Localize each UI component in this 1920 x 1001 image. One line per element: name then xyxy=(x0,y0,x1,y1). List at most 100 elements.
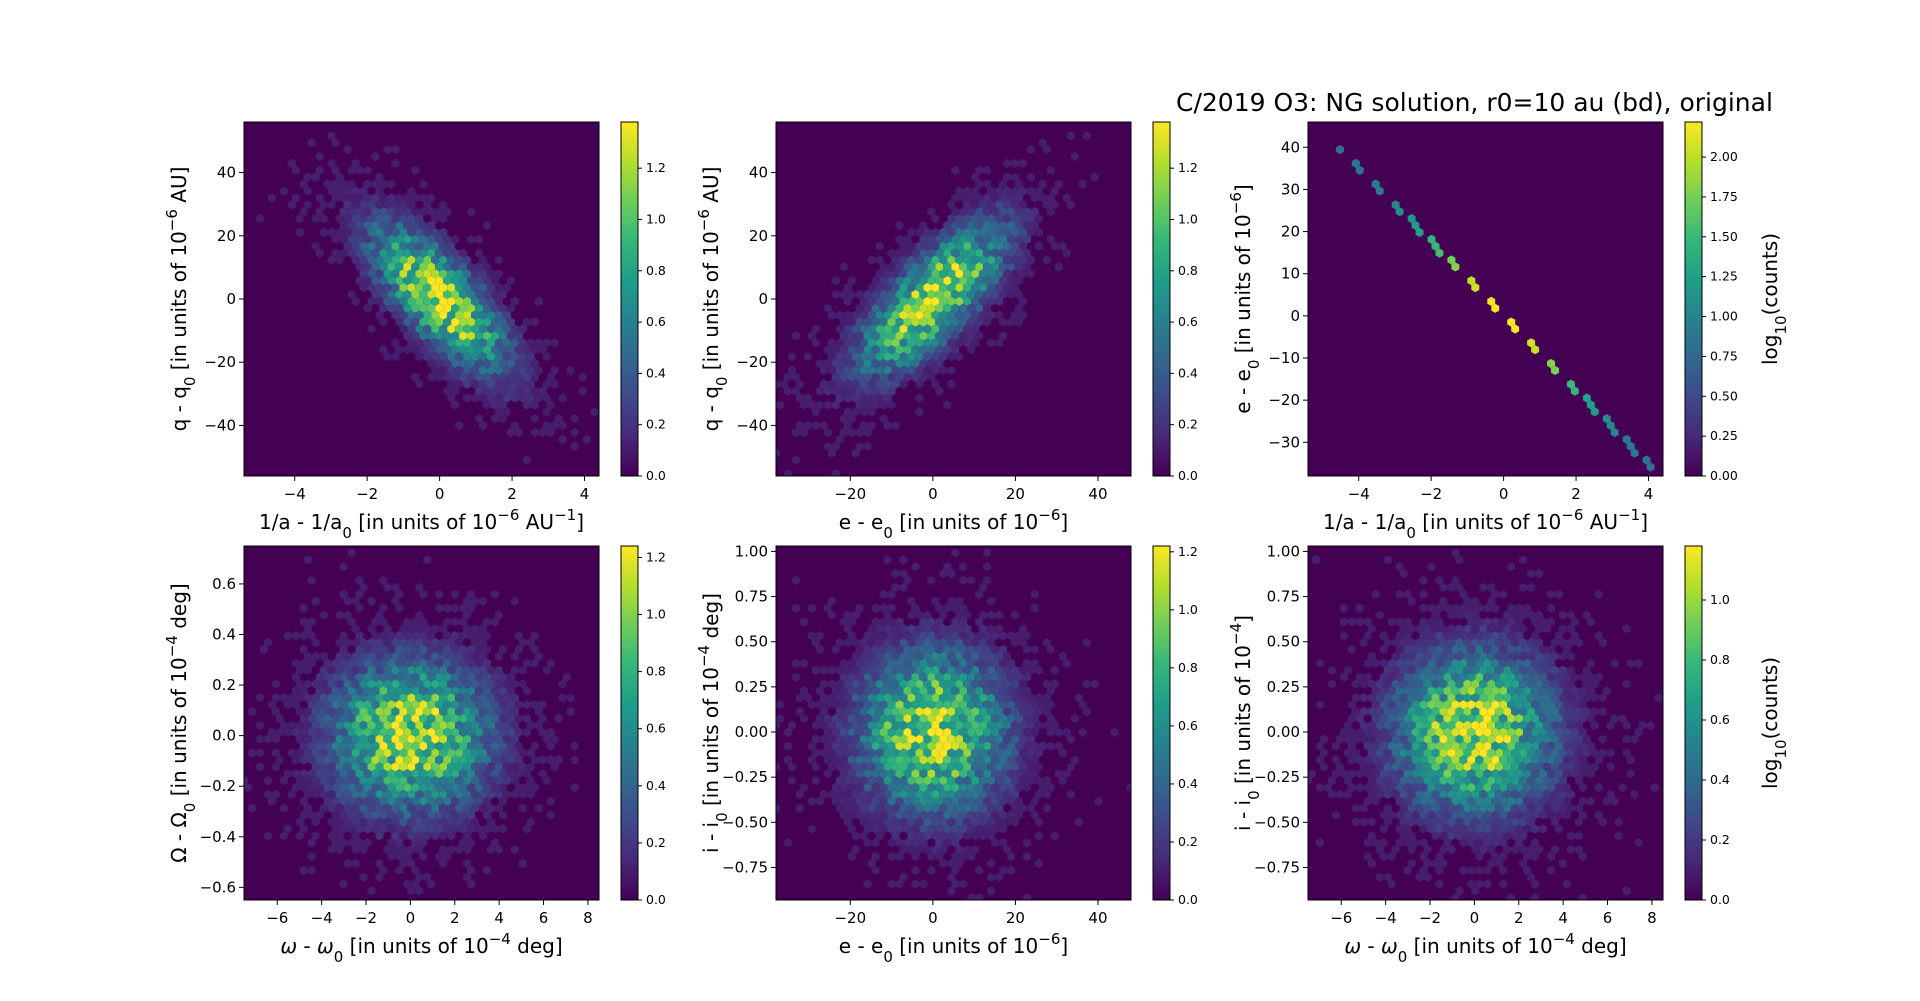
colorbar: 0.0 0.2 0.4 0.6 0.8 1.0 1.2 xyxy=(620,121,666,483)
colorbar-tick-label: 0.6 xyxy=(1710,712,1730,727)
colorbar-tick-label: 0.8 xyxy=(1178,263,1198,278)
colorbar: 0.0 0.2 0.4 0.6 0.8 1.0 1.2 xyxy=(620,545,666,907)
x-axis-label: ω - ω0 [in units of 10−4 deg] xyxy=(280,930,562,966)
colorbar-tick-label: 0.2 xyxy=(1710,832,1730,847)
y-tick-label: 0.00 xyxy=(1267,723,1300,741)
x-tick-label: 4 xyxy=(1558,909,1568,927)
figure-title: C/2019 O3: NG solution, r0=10 au (bd), o… xyxy=(1176,88,1773,117)
x-tick-label: −20 xyxy=(834,909,866,927)
colorbar-tick-label: 0.6 xyxy=(646,314,666,329)
colorbar-tick-label: 1.0 xyxy=(1710,592,1730,607)
hexbin-cells xyxy=(776,131,1099,476)
x-tick-label: −4 xyxy=(1375,909,1397,927)
x-tick-label: 40 xyxy=(1088,485,1107,503)
y-tick-label: 20 xyxy=(217,227,236,245)
x-tick-label: 0 xyxy=(928,485,938,503)
colorbar-label: log10(counts) xyxy=(1758,233,1790,365)
x-tick-label: 6 xyxy=(539,909,549,927)
colorbar-tick-label: 1.2 xyxy=(646,549,666,564)
y-tick-label: 40 xyxy=(217,164,236,182)
y-axis-label: i - i0 [in units of 10−4] xyxy=(1227,615,1263,831)
colorbar-tick-label: 0.2 xyxy=(1178,834,1198,849)
y-tick-label: 0.75 xyxy=(1267,588,1300,606)
x-axis-label: ω - ω0 [in units of 10−4 deg] xyxy=(1344,930,1626,966)
y-tick-label: 0.0 xyxy=(212,727,236,745)
colorbar-tick-label: 0.8 xyxy=(1178,660,1198,675)
colorbar-tick-label: 0.00 xyxy=(1710,468,1738,483)
y-tick-label: −0.75 xyxy=(1254,858,1300,876)
x-tick-label: 20 xyxy=(1006,485,1025,503)
y-tick-label: −40 xyxy=(204,416,236,434)
y-tick-label: 40 xyxy=(749,164,768,182)
y-tick-label: −10 xyxy=(1268,349,1300,367)
y-axis-label: Ω - Ω0 [in units of 10−4 deg] xyxy=(163,583,199,862)
x-tick-label: −2 xyxy=(1420,485,1442,503)
subplot-p4: −6 −4 −2 0 2 4 6 8 −0.6 −0.4 −0.2 0.0 0.2 0.4 0.6 ω - ω… xyxy=(163,545,666,966)
x-tick-label: 0 xyxy=(406,909,416,927)
x-tick-label: 0 xyxy=(1499,485,1509,503)
x-tick-label: 4 xyxy=(494,909,504,927)
x-tick-label: 2 xyxy=(1571,485,1581,503)
y-tick-label: 0.75 xyxy=(735,588,768,606)
colorbar-tick-label: 1.0 xyxy=(646,607,666,622)
hexbin-cells xyxy=(244,548,579,896)
y-tick-label: −40 xyxy=(736,416,768,434)
colorbar-tick-label: 0.25 xyxy=(1710,428,1738,443)
x-tick-label: 40 xyxy=(1088,909,1107,927)
x-axis-label: 1/a - 1/a0 [in units of 10−6 AU−1] xyxy=(1323,506,1648,542)
x-tick-label: −4 xyxy=(311,909,333,927)
y-tick-label: 0 xyxy=(226,290,236,308)
colorbar: 0.0 0.2 0.4 0.6 0.8 1.0 1.2 xyxy=(1152,544,1198,907)
x-axis-label: e - e0 [in units of 10−6] xyxy=(839,930,1068,966)
colorbar-tick-label: 0.4 xyxy=(646,365,666,380)
x-axis-label: e - e0 [in units of 10−6] xyxy=(839,506,1068,542)
colorbar-tick-label: 0.0 xyxy=(1178,468,1198,483)
colorbar-tick-label: 0.6 xyxy=(1178,718,1198,733)
colorbar-tick-label: 0.6 xyxy=(646,721,666,736)
x-tick-label: −6 xyxy=(1330,909,1352,927)
colorbar-gradient xyxy=(1152,545,1171,901)
y-axis-label: q - q0 [in units of 10−6 AU] xyxy=(163,167,199,432)
y-tick-label: 0.50 xyxy=(735,633,768,651)
y-tick-label: 0 xyxy=(758,290,768,308)
colorbar-tick-label: 0.75 xyxy=(1710,348,1738,363)
x-tick-label: −4 xyxy=(1348,485,1370,503)
x-tick-label: −4 xyxy=(284,485,306,503)
colorbar-tick-label: 1.75 xyxy=(1710,189,1738,204)
colorbar-tick-label: 0.0 xyxy=(646,892,666,907)
colorbar-gradient xyxy=(620,121,639,477)
x-tick-label: 0 xyxy=(1470,909,1480,927)
y-tick-label: 10 xyxy=(1281,265,1300,283)
y-axis-label: i - i0 [in units of 10−4 deg] xyxy=(695,593,731,853)
x-tick-label: 8 xyxy=(1647,909,1657,927)
x-tick-label: 6 xyxy=(1603,909,1613,927)
x-tick-label: −2 xyxy=(1419,909,1441,927)
colorbar-tick-label: 1.0 xyxy=(1178,211,1198,226)
y-tick-label: 0.25 xyxy=(735,678,768,696)
y-tick-label: −0.50 xyxy=(1254,813,1300,831)
x-tick-label: −2 xyxy=(356,485,378,503)
colorbar-gradient xyxy=(1152,121,1171,477)
x-tick-label: −2 xyxy=(355,909,377,927)
y-tick-label: −0.4 xyxy=(200,828,236,846)
y-tick-label: −0.25 xyxy=(722,768,768,786)
y-tick-label: −20 xyxy=(1268,391,1300,409)
colorbar: 0.0 0.2 0.4 0.6 0.8 1.0 1.2 xyxy=(1152,121,1198,483)
hexbin-cells xyxy=(1335,145,1655,472)
y-tick-label: 0 xyxy=(1290,307,1300,325)
colorbar: 0.00 0.25 0.50 0.75 1.00 1.25 1.50 1.75 2.00 log1… xyxy=(1684,121,1790,483)
colorbar-tick-label: 0.6 xyxy=(1178,314,1198,329)
colorbar-tick-label: 0.4 xyxy=(1178,365,1198,380)
colorbar-tick-label: 1.2 xyxy=(1178,160,1198,175)
y-tick-label: −30 xyxy=(1268,433,1300,451)
y-tick-label: −0.75 xyxy=(722,858,768,876)
y-tick-label: −20 xyxy=(736,353,768,371)
colorbar-tick-label: 0.4 xyxy=(646,778,666,793)
x-tick-label: 8 xyxy=(583,909,593,927)
y-tick-label: 0.6 xyxy=(212,575,236,593)
colorbar-tick-label: 1.50 xyxy=(1710,229,1738,244)
colorbar-tick-label: 1.0 xyxy=(1178,602,1198,617)
y-tick-label: 0.2 xyxy=(212,676,236,694)
